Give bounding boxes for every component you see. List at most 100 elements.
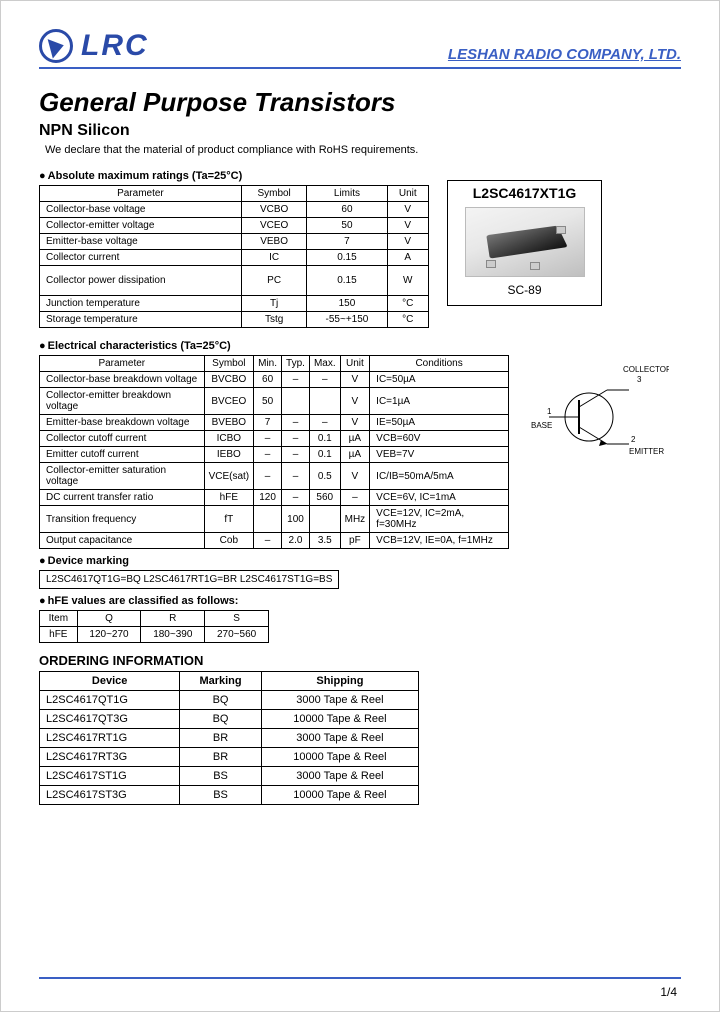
table-cell: – — [309, 415, 340, 431]
package-label: SC-89 — [450, 283, 599, 297]
table-cell: Storage temperature — [40, 312, 242, 328]
table-header: Shipping — [261, 672, 418, 691]
table-cell: 120~270 — [77, 627, 141, 643]
table-cell: ICBO — [204, 431, 254, 447]
hfe-table: Item Q R S hFE 120~270 180~390 270~560 — [39, 610, 269, 643]
table-header: Unit — [387, 186, 428, 202]
table-cell: IC — [241, 250, 307, 266]
table-cell: – — [282, 431, 310, 447]
table-cell: 150 — [307, 296, 387, 312]
table-header: Conditions — [370, 356, 509, 372]
table-cell: 3.5 — [309, 533, 340, 549]
svg-text:3: 3 — [637, 375, 642, 384]
datasheet-page: LRC LESHAN RADIO COMPANY, LTD. General P… — [0, 0, 720, 1012]
table-cell: IC/IB=50mA/5mA — [370, 463, 509, 490]
table-cell: MHz — [340, 506, 370, 533]
table-cell: Collector-emitter breakdown voltage — [40, 388, 205, 415]
table-cell: BS — [180, 786, 262, 805]
table-cell: L2SC4617QT1G — [40, 691, 180, 710]
table-header: Limits — [307, 186, 387, 202]
table-cell: Cob — [204, 533, 254, 549]
table-cell: 0.15 — [307, 250, 387, 266]
table-cell: BVEBO — [204, 415, 254, 431]
table-cell: -55~+150 — [307, 312, 387, 328]
table-cell: – — [282, 372, 310, 388]
marking-label: Device marking — [39, 555, 681, 567]
table-cell: Collector-base voltage — [40, 202, 242, 218]
table-cell: 180~390 — [141, 627, 205, 643]
transistor-symbol: COLLECTOR 3 BASE 1 2 EMITTER — [529, 362, 669, 474]
table-cell: 3000 Tape & Reel — [261, 729, 418, 748]
table-cell — [309, 506, 340, 533]
table-cell: VCE=6V, IC=1mA — [370, 490, 509, 506]
table-cell: 100 — [282, 506, 310, 533]
table-cell: hFE — [204, 490, 254, 506]
package-lead-icon — [530, 262, 540, 270]
logo-text: LRC — [81, 29, 149, 63]
elec-block: Electrical characteristics (Ta=25°C) Par… — [39, 334, 509, 549]
table-header: Marking — [180, 672, 262, 691]
package-image — [465, 207, 585, 277]
table-cell: Collector power dissipation — [40, 266, 242, 296]
table-cell: 7 — [307, 234, 387, 250]
table-cell: L2SC4617RT3G — [40, 748, 180, 767]
table-cell: – — [282, 490, 310, 506]
header: LRC LESHAN RADIO COMPANY, LTD. — [39, 29, 681, 69]
table-cell: 0.5 — [309, 463, 340, 490]
page-subtitle: NPN Silicon — [39, 122, 681, 140]
table-cell: BQ — [180, 691, 262, 710]
table-cell: 10000 Tape & Reel — [261, 748, 418, 767]
table-cell: VCE(sat) — [204, 463, 254, 490]
table-cell: IEBO — [204, 447, 254, 463]
part-number: L2SC4617XT1G — [450, 185, 599, 201]
table-cell: V — [387, 234, 428, 250]
table-cell: pF — [340, 533, 370, 549]
table-cell: L2SC4617QT3G — [40, 710, 180, 729]
abs-ratings-table: Parameter Symbol Limits Unit Collector-b… — [39, 185, 429, 328]
table-header: Parameter — [40, 186, 242, 202]
table-cell: VCE=12V, IC=2mA, f=30MHz — [370, 506, 509, 533]
table-header: Unit — [340, 356, 370, 372]
table-cell: A — [387, 250, 428, 266]
table-cell: DC current transfer ratio — [40, 490, 205, 506]
table-cell: Transition frequency — [40, 506, 205, 533]
table-cell: PC — [241, 266, 307, 296]
table-cell: Junction temperature — [40, 296, 242, 312]
table-cell: V — [340, 372, 370, 388]
table-cell: °C — [387, 296, 428, 312]
table-cell: hFE — [40, 627, 78, 643]
table-cell: BVCEO — [204, 388, 254, 415]
table-cell: Tj — [241, 296, 307, 312]
table-cell: VCB=60V — [370, 431, 509, 447]
table-cell: Collector-base breakdown voltage — [40, 372, 205, 388]
table-cell: Emitter-base voltage — [40, 234, 242, 250]
table-header: Max. — [309, 356, 340, 372]
logo-mark-icon — [39, 29, 73, 63]
company-name: LESHAN RADIO COMPANY, LTD. — [448, 46, 681, 63]
ordering-title: ORDERING INFORMATION — [39, 653, 681, 668]
abs-ratings-label: Absolute maximum ratings (Ta=25°C) — [39, 170, 429, 182]
table-cell: L2SC4617ST3G — [40, 786, 180, 805]
table-cell: 120 — [254, 490, 282, 506]
table-cell: – — [282, 447, 310, 463]
table-cell — [254, 506, 282, 533]
table-cell: 60 — [254, 372, 282, 388]
table-cell: BVCBO — [204, 372, 254, 388]
table-cell: fT — [204, 506, 254, 533]
table-cell: W — [387, 266, 428, 296]
table-cell: 560 — [309, 490, 340, 506]
table-cell: – — [254, 463, 282, 490]
table-cell: BR — [180, 729, 262, 748]
elec-row: Electrical characteristics (Ta=25°C) Par… — [39, 334, 681, 549]
table-cell: L2SC4617RT1G — [40, 729, 180, 748]
table-cell: Tstg — [241, 312, 307, 328]
table-cell: µA — [340, 431, 370, 447]
table-cell: V — [340, 388, 370, 415]
elec-label: Electrical characteristics (Ta=25°C) — [39, 340, 509, 352]
table-cell: 60 — [307, 202, 387, 218]
npn-symbol-icon: COLLECTOR 3 BASE 1 2 EMITTER — [529, 362, 669, 472]
table-cell: L2SC4617ST1G — [40, 767, 180, 786]
pin-label: BASE — [531, 421, 552, 430]
table-cell: VEB=7V — [370, 447, 509, 463]
table-header: Symbol — [204, 356, 254, 372]
